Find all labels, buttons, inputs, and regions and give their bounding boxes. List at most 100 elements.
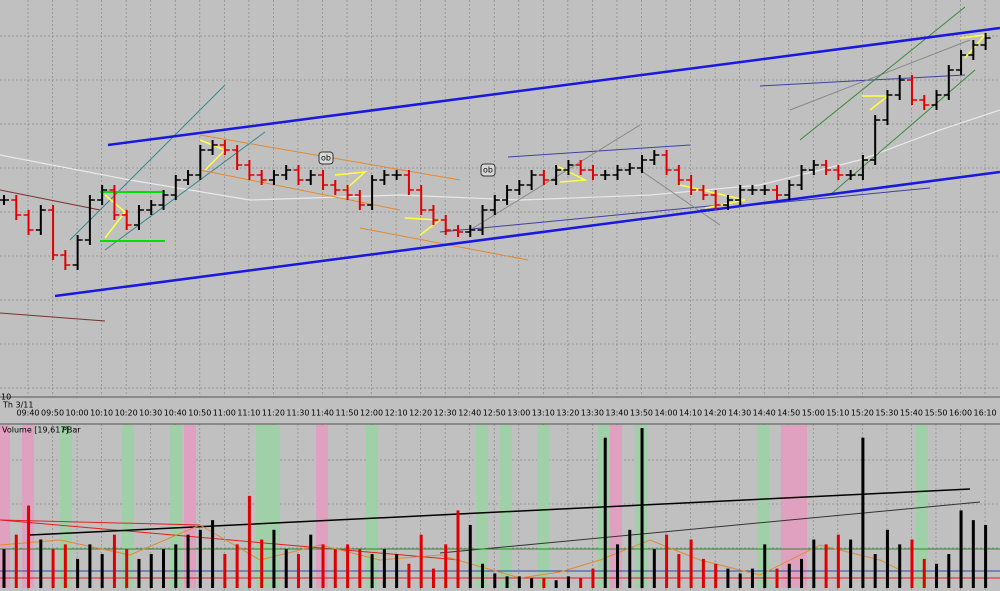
channel-line [107, 26, 1000, 147]
time-label: 14:20 [704, 409, 727, 418]
volume-bar [39, 539, 43, 588]
time-label: 15:30 [875, 409, 898, 418]
trend-line [199, 169, 401, 211]
volume-bar [861, 437, 865, 588]
shade [757, 425, 769, 588]
volume-bar [444, 544, 448, 588]
volume-bar [211, 520, 215, 588]
time-label: 10:00 [66, 409, 89, 418]
time-label: 11:30 [286, 409, 309, 418]
time-label: 15:00 [802, 409, 825, 418]
volume-bar [984, 524, 988, 588]
volume-bar [431, 568, 435, 588]
volume-bar [824, 544, 828, 588]
shade [916, 425, 928, 588]
trend-line [507, 144, 691, 158]
volume-bar [579, 578, 583, 588]
trend-line [0, 312, 106, 322]
volume-bar [456, 510, 460, 588]
volume-bar [554, 580, 558, 588]
volume-bar [542, 578, 546, 588]
volume-bar [395, 554, 399, 588]
time-label: 11:40 [311, 409, 334, 418]
time-label: 15:20 [851, 409, 874, 418]
moving-average [129, 109, 1000, 201]
volume-bar [763, 544, 767, 588]
volume-bar [309, 534, 313, 588]
annotation-box [480, 163, 496, 177]
time-label: 13:10 [532, 409, 555, 418]
volume-bar [787, 563, 791, 588]
volume-line [439, 501, 981, 554]
time-label: 16:00 [949, 409, 972, 418]
volume-bar [812, 539, 816, 588]
volume-bar [775, 568, 779, 588]
volume-bar [701, 558, 705, 588]
volume-bar [493, 573, 497, 588]
volume-shading [0, 425, 928, 588]
time-axis: 09:40 09:50 10:00 10:10 10:20 10:30 10:40 10:50… [16, 409, 996, 418]
time-label: 11:00 [213, 409, 236, 418]
volume-bar [370, 554, 374, 588]
time-label: 12:00 [360, 409, 383, 418]
trend-line [799, 6, 966, 141]
volume-bar [321, 544, 325, 588]
pattern [104, 194, 127, 239]
volume-bar [346, 544, 350, 588]
trend-line [469, 124, 641, 231]
volume-line [29, 488, 971, 536]
volume-bar [333, 549, 337, 588]
volume-bar [800, 558, 804, 588]
time-label: 13:30 [581, 409, 604, 418]
time-label: 10:20 [115, 409, 138, 418]
volume-bar [27, 505, 31, 588]
volume-bar [959, 510, 963, 588]
volume-bar [505, 576, 509, 588]
moving-average [0, 154, 131, 181]
shade [0, 425, 10, 588]
annotation: ob [483, 166, 493, 175]
volume-bar [591, 568, 595, 588]
volume-bar [112, 534, 116, 588]
volume-bar [125, 549, 129, 588]
volume-bar [186, 534, 190, 588]
volume-bar [971, 520, 975, 588]
trend-line [439, 204, 721, 233]
trend-line [0, 189, 101, 211]
volume-bar [530, 578, 534, 588]
volume-bar [100, 554, 104, 588]
time-label: 12:10 [385, 409, 408, 418]
time-label: 10:30 [139, 409, 162, 418]
volume-bar [149, 554, 153, 588]
volume-bar [76, 558, 80, 588]
pattern [334, 171, 368, 191]
corner-label: 10 [1, 393, 11, 402]
time-label: 15:50 [924, 409, 947, 418]
time-label: 14:50 [777, 409, 800, 418]
time-label: 12:50 [483, 409, 506, 418]
volume-bar [14, 534, 18, 588]
time-label: 10:40 [164, 409, 187, 418]
time-label: 10:10 [90, 409, 113, 418]
volume-bar [88, 544, 92, 588]
time-label: 16:10 [974, 409, 997, 418]
time-label: 12:20 [409, 409, 432, 418]
time-label: 10:50 [188, 409, 211, 418]
shade [476, 425, 488, 588]
volume-bar [296, 554, 300, 588]
shade [60, 425, 72, 588]
volume-bar [885, 529, 889, 588]
volume-bar [922, 558, 926, 588]
volume-bar [677, 554, 681, 588]
shade [366, 425, 378, 588]
volume-line [0, 519, 201, 526]
trend-line [69, 84, 226, 241]
volume-bar [640, 428, 644, 588]
shade [781, 425, 807, 588]
time-label: 11:10 [237, 409, 260, 418]
shade [256, 425, 280, 588]
volume-bar [738, 573, 742, 588]
time-label: 09:40 [16, 409, 39, 418]
trend-line [104, 131, 266, 251]
volume-bar [137, 558, 141, 588]
